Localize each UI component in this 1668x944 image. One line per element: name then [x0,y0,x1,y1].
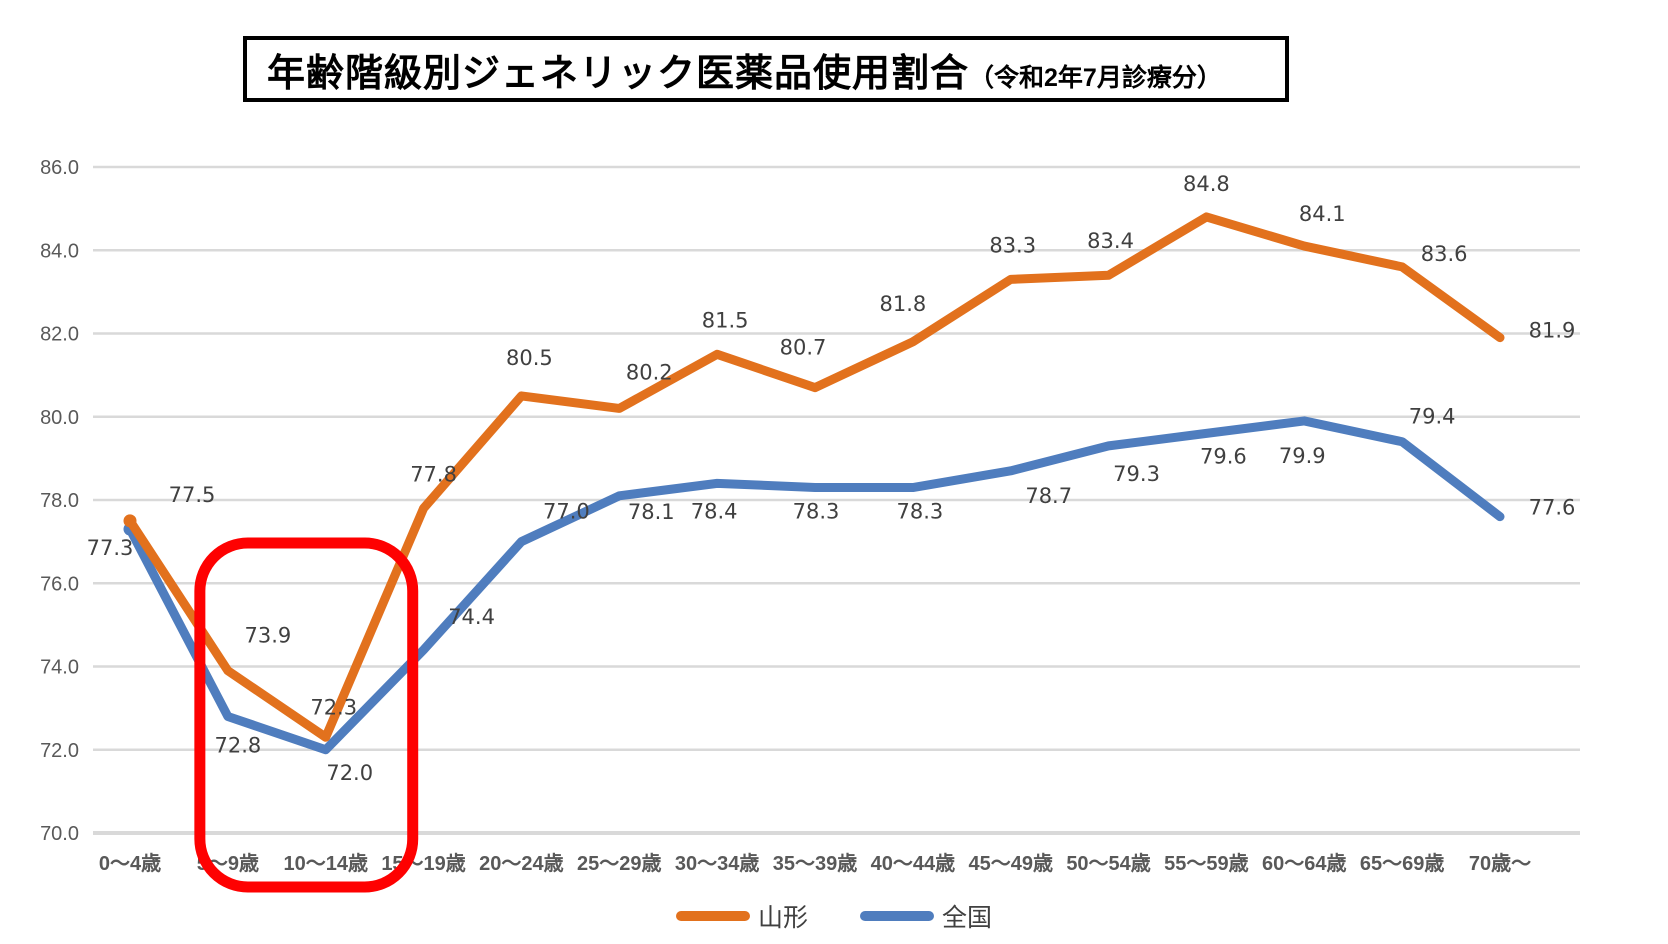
series-line-yamagata [125,212,1505,742]
y-tick-label: 80.0 [40,407,79,429]
data-label-zenkoku: 78.1 [628,500,675,524]
x-tick-label: 55～59歳 [1164,851,1249,875]
data-label-zenkoku: 79.9 [1279,444,1326,468]
chart-subtitle: （令和2年7月診療分） [969,63,1222,92]
yamagata-line-swatch [675,911,750,921]
legend-item-zenkoku: 全国 [860,898,992,934]
data-label-yamagata: 81.8 [879,292,926,316]
x-tick-label: 25～29歳 [577,851,662,875]
data-label-zenkoku: 79.6 [1200,444,1247,468]
data-label-yamagata: 83.6 [1421,242,1468,266]
data-label-yamagata: 77.5 [169,483,216,507]
x-tick-label: 30～34歳 [675,851,760,875]
x-tick-label: 45～49歳 [968,851,1053,875]
zenkoku-line-swatch [860,911,934,921]
y-tick-label: 76.0 [40,573,79,595]
chart-title: 年齢階級別ジェネリック医薬品使用割合 [267,52,970,95]
highlight-box [194,537,419,893]
data-label-yamagata: 73.9 [244,624,291,648]
y-tick-label: 70.0 [40,823,79,845]
x-tick-label: 40～44歳 [871,851,956,875]
y-tick-label: 74.0 [40,657,79,679]
data-label-zenkoku: 79.3 [1113,462,1160,486]
legend-label-yamagata: 山形 [757,904,808,932]
data-label-yamagata: 77.8 [410,462,457,486]
data-label-yamagata: 80.7 [780,336,827,360]
x-tick-label: 20～24歳 [479,851,564,875]
data-label-zenkoku: 79.4 [1409,405,1456,429]
x-tick-label: 50～54歳 [1066,851,1151,875]
data-label-yamagata: 83.4 [1087,229,1134,253]
data-label-yamagata: 81.5 [702,308,749,332]
y-tick-label: 84.0 [40,240,79,262]
data-label-zenkoku: 74.4 [448,605,495,629]
x-tick-label: 10～14歳 [283,851,368,875]
x-tick-label: 70歳～ [1469,851,1531,875]
chart-title-box: 年齢階級別ジェネリック医薬品使用割合（令和2年7月診療分） [243,36,1289,102]
data-label-zenkoku: 77.0 [543,500,590,524]
x-tick-label: 60～64歳 [1262,851,1347,875]
y-tick-label: 86.0 [40,157,79,179]
data-label-zenkoku: 78.4 [691,499,738,523]
data-label-zenkoku: 77.3 [87,536,134,560]
x-tick-label: 0～4歳 [99,851,161,875]
legend: 山形 全国 [0,896,1668,936]
data-label-zenkoku: 77.6 [1529,496,1576,520]
data-label-zenkoku: 78.3 [793,500,840,524]
data-label-zenkoku: 72.8 [214,733,261,757]
data-label-zenkoku: 78.7 [1025,484,1072,508]
data-label-yamagata: 84.8 [1183,172,1230,196]
series-start-dot [123,514,137,528]
legend-item-yamagata: 山形 [675,898,808,934]
data-label-yamagata: 81.9 [1529,319,1576,343]
data-label-yamagata: 80.2 [626,360,673,384]
y-tick-label: 72.0 [40,740,79,762]
x-tick-label: 65～69歳 [1360,851,1445,875]
data-label-zenkoku: 72.0 [326,761,373,785]
data-label-yamagata: 80.5 [506,346,553,370]
data-label-zenkoku: 78.3 [896,500,943,524]
series-line-zenkoku [125,416,1505,755]
x-tick-label: 35～39歳 [773,851,858,875]
legend-label-zenkoku: 全国 [942,904,993,932]
y-tick-label: 82.0 [40,324,79,346]
data-label-yamagata: 83.3 [989,233,1036,257]
data-label-yamagata: 84.1 [1299,202,1346,226]
data-label-yamagata: 72.3 [310,695,357,719]
y-tick-label: 78.0 [40,490,79,512]
